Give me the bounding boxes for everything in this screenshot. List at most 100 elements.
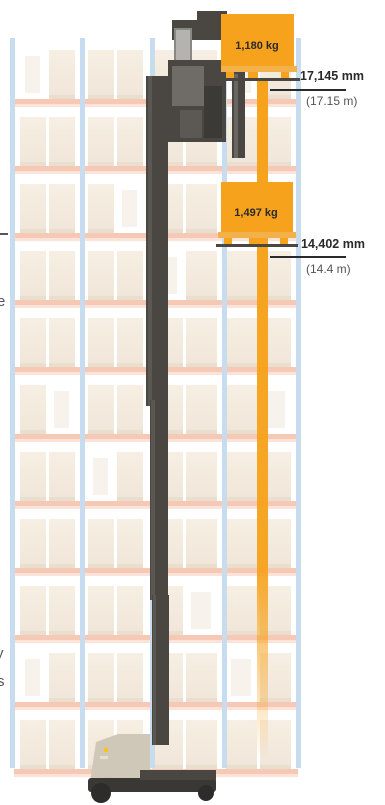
rack-upright xyxy=(222,38,227,768)
rack-carton xyxy=(20,385,46,434)
rack-carton xyxy=(20,117,46,166)
rack-carton-shadow xyxy=(20,296,46,300)
rack-carton-shadow xyxy=(88,162,114,166)
rack-carton xyxy=(49,452,75,501)
rack-carton xyxy=(226,452,257,501)
rack-carton xyxy=(117,653,143,702)
lower-load xyxy=(216,182,298,247)
rack-carton xyxy=(49,653,75,702)
rack-carton xyxy=(117,519,143,568)
rack-carton xyxy=(186,184,217,233)
operator-cab xyxy=(168,11,245,158)
rack-carton-shadow xyxy=(49,497,75,501)
rack-carton-shadow xyxy=(186,765,217,769)
rack-carton xyxy=(20,184,46,233)
rack-carton-shadow xyxy=(226,497,257,501)
rack-carton-shadow xyxy=(49,698,75,702)
rack-carton xyxy=(49,318,75,367)
rack-carton xyxy=(226,586,257,635)
upper-height-mm: 17,145 mm xyxy=(300,69,364,83)
rack-carton xyxy=(231,659,251,696)
rack-carton xyxy=(186,385,217,434)
rack-carton-shadow xyxy=(20,229,46,233)
lift-height-indicator-bar xyxy=(257,80,268,760)
rack-carton xyxy=(25,659,40,696)
rack-carton xyxy=(20,251,46,300)
rack-carton-shadow xyxy=(260,564,291,568)
lower-height-mm: 14,402 mm xyxy=(301,237,365,251)
rack-carton xyxy=(265,391,285,428)
rack-carton xyxy=(191,592,211,629)
rack-carton-shadow xyxy=(49,95,75,99)
rack-carton xyxy=(20,519,46,568)
rack-carton xyxy=(117,50,143,99)
rack-carton xyxy=(88,184,114,233)
rack-carton xyxy=(226,519,257,568)
rack-carton-shadow xyxy=(20,363,46,367)
rack-carton xyxy=(117,117,143,166)
rack-carton xyxy=(20,452,46,501)
rack-carton xyxy=(117,452,143,501)
rack-carton-shadow xyxy=(226,162,257,166)
rack-carton xyxy=(49,519,75,568)
rack-carton-shadow xyxy=(186,229,217,233)
rack-carton xyxy=(88,385,114,434)
rack-carton xyxy=(49,251,75,300)
rack-carton-shadow xyxy=(117,497,143,501)
rack-carton xyxy=(54,391,69,428)
rack-carton xyxy=(25,56,40,93)
rack-carton-shadow xyxy=(88,631,114,635)
rack-carton-shadow xyxy=(226,430,257,434)
rack-carton xyxy=(88,519,114,568)
rack-carton xyxy=(88,318,114,367)
rack-carton-shadow xyxy=(20,162,46,166)
rack-carton-shadow xyxy=(49,296,75,300)
rack-carton-shadow xyxy=(49,765,75,769)
rack-carton xyxy=(49,586,75,635)
rack-carton-shadow xyxy=(260,296,291,300)
lower-height-m: (14.4 m) xyxy=(306,262,351,276)
rack-carton xyxy=(20,318,46,367)
rack-carton xyxy=(88,586,114,635)
rack-carton-shadow xyxy=(117,95,143,99)
rack-carton-shadow xyxy=(226,765,257,769)
rack-carton xyxy=(49,117,75,166)
rack-carton-shadow xyxy=(88,296,114,300)
rack-carton-shadow xyxy=(49,229,75,233)
rack-carton xyxy=(88,117,114,166)
rack-carton-shadow xyxy=(49,162,75,166)
rack-carton-shadow xyxy=(186,430,217,434)
rack-carton xyxy=(226,720,257,769)
rack-carton-shadow xyxy=(88,564,114,568)
rack-carton-shadow xyxy=(186,497,217,501)
rack-carton xyxy=(20,720,46,769)
rack-carton xyxy=(186,452,217,501)
rack-carton-shadow xyxy=(117,363,143,367)
rack-carton-shadow xyxy=(88,698,114,702)
lower-height-marker-line xyxy=(270,256,346,258)
rack-carton xyxy=(226,251,257,300)
rack-carton xyxy=(226,385,257,434)
rack-carton-shadow xyxy=(117,564,143,568)
rack-carton xyxy=(122,190,137,227)
rack-carton-shadow xyxy=(88,95,114,99)
forklift-base xyxy=(88,734,216,803)
rack-carton xyxy=(186,251,217,300)
lower-load-weight: 1,497 kg xyxy=(234,207,277,219)
rack-carton xyxy=(117,586,143,635)
rack-carton-shadow xyxy=(49,564,75,568)
rack-carton-shadow xyxy=(117,430,143,434)
rack-carton-shadow xyxy=(186,363,217,367)
rack-carton-shadow xyxy=(260,698,291,702)
upper-load-weight: 1,180 kg xyxy=(235,40,278,52)
rack-carton xyxy=(186,519,217,568)
rack-upright xyxy=(80,38,85,768)
rack-carton xyxy=(117,385,143,434)
rack-carton-shadow xyxy=(88,229,114,233)
cropped-edge-letter: e xyxy=(0,293,5,310)
rack-carton xyxy=(186,653,217,702)
rack-carton-shadow xyxy=(20,631,46,635)
rack-carton-shadow xyxy=(226,631,257,635)
rack-upright xyxy=(296,38,301,768)
